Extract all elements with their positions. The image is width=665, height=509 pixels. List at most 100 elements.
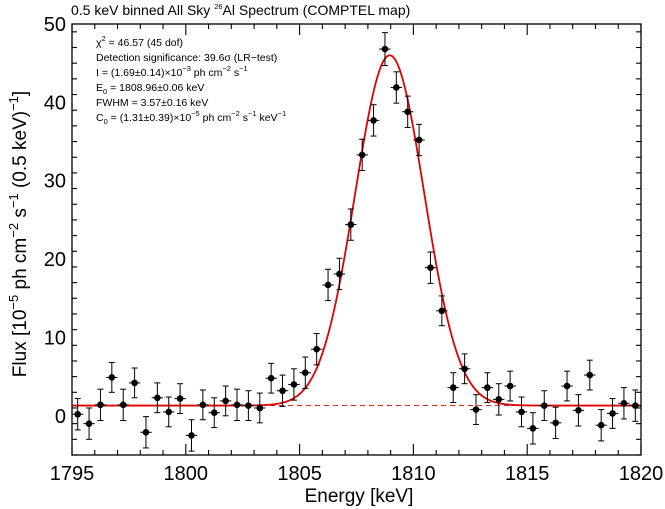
data-point — [72, 398, 84, 431]
point-marker — [222, 397, 229, 405]
point-marker — [472, 406, 480, 413]
point-marker — [74, 410, 81, 418]
data-point — [493, 383, 505, 416]
data-point — [470, 394, 482, 425]
y-tick-label: 20 — [44, 249, 66, 271]
point-marker — [495, 396, 503, 403]
centroid-text: E0 = 1808.96±0.06 keV — [96, 82, 204, 96]
data-point — [163, 396, 175, 428]
point-marker — [199, 401, 207, 409]
point-marker — [176, 395, 184, 402]
data-point — [288, 368, 300, 401]
point-marker — [506, 382, 514, 390]
data-point — [504, 370, 516, 402]
point-marker — [85, 420, 93, 427]
point-marker — [404, 108, 412, 116]
data-point — [322, 268, 334, 302]
x-tick-label: 1795 — [50, 463, 95, 485]
y-tick-label: 50 — [44, 14, 66, 36]
data-point — [424, 251, 437, 284]
point-marker — [586, 371, 594, 379]
data-point — [356, 138, 368, 172]
point-marker — [518, 408, 525, 416]
point-marker — [165, 408, 173, 416]
data-point — [345, 208, 357, 241]
point-marker — [381, 45, 389, 53]
point-marker — [393, 84, 400, 91]
data-point — [379, 32, 391, 67]
axis-ticks: 1795 1800 1805 1810 1815 1820 0 10 20 30 40 50 — [44, 14, 664, 485]
point-marker — [552, 419, 559, 427]
data-point — [310, 333, 323, 366]
point-marker — [301, 369, 309, 377]
significance-text: Detection significance: 39.6σ (LR−test) — [96, 52, 277, 64]
point-marker — [575, 407, 582, 414]
point-marker — [370, 117, 377, 124]
fwhm-text: FWHM = 3.57±0.16 keV — [96, 97, 208, 109]
x-tick-label: 1815 — [505, 463, 550, 485]
data-point — [367, 104, 380, 137]
point-marker — [313, 345, 320, 353]
point-marker — [609, 410, 616, 417]
point-marker — [449, 384, 457, 391]
point-marker — [632, 402, 639, 409]
data-point — [595, 409, 607, 442]
point-marker — [415, 136, 423, 144]
data-point — [447, 372, 459, 403]
point-marker — [461, 365, 468, 373]
data-point — [265, 362, 277, 394]
data-point — [402, 95, 414, 128]
point-marker — [540, 402, 548, 409]
data-point — [458, 353, 471, 385]
data-point — [390, 71, 403, 104]
data-point — [606, 398, 619, 429]
data-point — [618, 387, 630, 420]
point-marker — [108, 374, 116, 381]
data-point — [561, 370, 573, 402]
intensity-text: I = (1.69±0.14)×10−3 ph cm−2 s−1 — [96, 64, 248, 79]
point-marker — [188, 432, 195, 439]
point-marker — [358, 151, 366, 159]
point-marker — [256, 404, 264, 412]
point-marker — [484, 384, 491, 391]
data-point — [481, 372, 494, 403]
point-marker — [597, 421, 605, 429]
y-tick-label: 10 — [44, 327, 66, 349]
data-point — [128, 367, 141, 399]
data-point — [527, 412, 539, 445]
data-point — [117, 388, 129, 422]
data-point — [629, 389, 641, 422]
data-point — [94, 388, 107, 422]
y-axis-label: Flux [10−5 ph cm−2 s−1 (0.5 keV)−1] — [6, 91, 31, 377]
continuum-text: C0 = (1.31±0.39)×10−5 ph cm−2 s−1 keV−1 — [96, 109, 286, 126]
data-point — [242, 390, 255, 422]
point-marker — [279, 387, 286, 395]
x-tick-label: 1810 — [391, 463, 436, 485]
x-axis-label: Energy [keV] — [305, 486, 414, 507]
point-marker — [563, 382, 571, 390]
data-point — [208, 397, 220, 429]
data-point — [83, 407, 95, 440]
data-point — [584, 359, 596, 391]
point-marker — [131, 379, 138, 387]
data-point — [254, 392, 266, 424]
point-marker — [620, 399, 628, 407]
point-marker — [336, 270, 343, 278]
point-marker — [245, 402, 252, 409]
data-point — [219, 385, 232, 417]
y-tick-label: 0 — [55, 406, 66, 428]
point-marker — [347, 221, 355, 228]
point-marker — [290, 381, 298, 388]
point-marker — [97, 401, 104, 409]
y-tick-label: 40 — [44, 92, 66, 114]
data-point — [299, 356, 311, 389]
data-point — [231, 388, 243, 422]
x-tick-label: 1805 — [277, 463, 322, 485]
data-point — [185, 419, 198, 452]
chi-square-text: χ2 = 46.57 (45 dof) — [96, 34, 183, 49]
point-marker — [267, 374, 275, 382]
data-point — [413, 123, 425, 157]
data-points — [72, 32, 641, 452]
data-point — [140, 416, 152, 449]
